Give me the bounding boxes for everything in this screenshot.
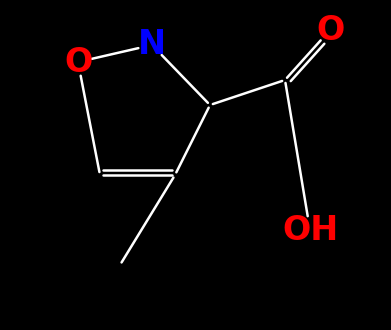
- Text: OH: OH: [282, 214, 338, 247]
- Text: N: N: [138, 28, 166, 61]
- Text: O: O: [64, 46, 92, 79]
- Text: O: O: [316, 14, 344, 47]
